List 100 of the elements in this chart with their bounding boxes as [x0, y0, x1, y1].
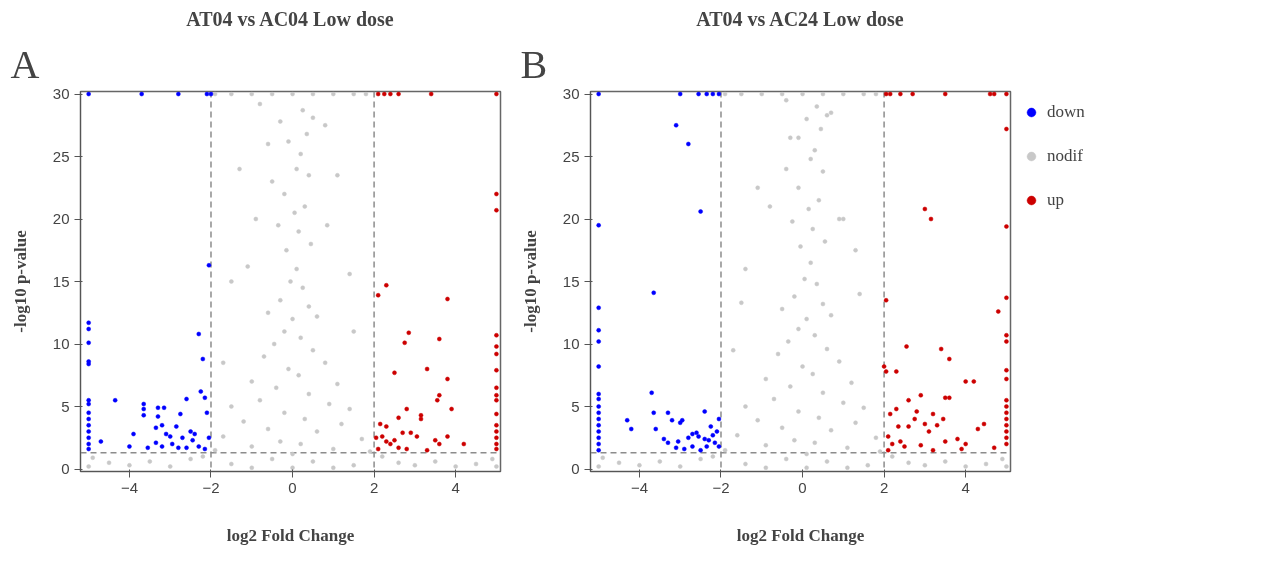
point [190, 438, 195, 443]
y-tick-label: 10 [52, 335, 70, 352]
point [153, 425, 159, 430]
point [661, 436, 667, 442]
point [424, 448, 430, 453]
point [686, 435, 691, 440]
point [202, 395, 208, 400]
point [596, 423, 601, 428]
point [402, 340, 407, 345]
x-tick-label: 0 [798, 478, 807, 496]
x-tick-label: 4 [451, 478, 460, 496]
point [141, 406, 146, 412]
y-tick-label: 5 [571, 397, 580, 415]
legend-label: up [1047, 190, 1065, 210]
point [596, 441, 601, 447]
point [139, 91, 144, 97]
point [596, 391, 601, 397]
point [596, 404, 601, 409]
chart-title: AT04 vs AC04 Low dose [186, 7, 394, 30]
x-tick-label: −2 [202, 478, 220, 496]
point [665, 410, 671, 415]
point [196, 444, 201, 449]
point [404, 446, 409, 452]
point [461, 441, 467, 447]
point [433, 438, 438, 443]
point [396, 445, 401, 450]
point [596, 410, 601, 415]
point [435, 398, 440, 403]
point [696, 91, 701, 97]
point [596, 396, 601, 402]
point [396, 91, 401, 97]
point [159, 444, 165, 449]
x-axis-title: log2 Fold Change [226, 525, 355, 545]
point [651, 410, 656, 415]
point [392, 438, 397, 443]
point [86, 320, 91, 325]
point [204, 410, 210, 415]
y-tick-label: 25 [52, 147, 70, 165]
point [86, 446, 91, 452]
point [673, 445, 679, 450]
x-tick-label: −4 [630, 478, 648, 496]
point [596, 328, 601, 333]
point [178, 411, 183, 417]
point [98, 439, 104, 444]
point [494, 393, 499, 398]
point [424, 366, 430, 372]
point [680, 418, 685, 423]
point [380, 434, 385, 439]
point [198, 389, 204, 394]
point [86, 340, 91, 345]
point [86, 401, 91, 407]
point [396, 415, 401, 420]
y-tick-label: 0 [571, 460, 580, 477]
point [418, 416, 424, 422]
point [710, 433, 716, 438]
point [596, 91, 601, 97]
point [675, 439, 681, 444]
point [596, 435, 601, 440]
point [596, 364, 601, 369]
x-tick-label: −2 [712, 478, 730, 496]
point [702, 436, 707, 442]
point [404, 406, 409, 412]
point [388, 91, 393, 97]
point [155, 405, 161, 410]
point [716, 444, 722, 449]
point [163, 431, 169, 437]
point [86, 416, 91, 422]
x-axis-title: log2 Fold Change [736, 525, 865, 545]
point [196, 331, 201, 337]
point [494, 398, 499, 403]
point [86, 429, 91, 434]
point [373, 435, 379, 440]
point [494, 441, 499, 447]
point [184, 445, 189, 450]
point [629, 426, 634, 432]
point [698, 448, 703, 453]
x-tick-label: 2 [369, 478, 379, 496]
point [437, 393, 442, 398]
text: A [10, 41, 40, 87]
point [445, 296, 450, 302]
y-tick-label: 0 [61, 460, 70, 477]
point [184, 396, 189, 402]
y-tick-label: 5 [61, 397, 70, 415]
point [494, 191, 499, 197]
point [494, 435, 499, 440]
point [682, 446, 687, 452]
point [494, 208, 499, 213]
point [384, 283, 389, 288]
y-tick-label: 20 [562, 210, 580, 227]
point [716, 416, 722, 422]
point [392, 370, 397, 375]
point [176, 91, 181, 97]
point [596, 305, 601, 310]
point [437, 441, 442, 447]
point [665, 440, 671, 445]
point [375, 446, 381, 452]
point [86, 441, 91, 447]
point [704, 91, 709, 97]
point [445, 434, 450, 439]
point [159, 423, 165, 428]
